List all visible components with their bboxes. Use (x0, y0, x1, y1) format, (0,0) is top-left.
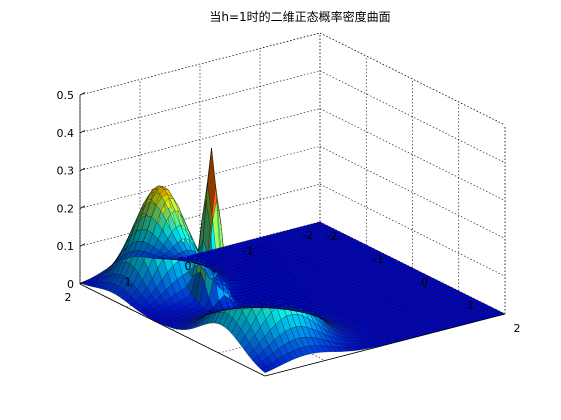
surface-patch (79, 280, 91, 285)
z-tick-label: 0.3 (57, 165, 75, 178)
y-tick-label: 2 (65, 291, 72, 304)
axes (79, 92, 506, 377)
wall-grid-line (319, 146, 506, 239)
z-tick-mark (79, 281, 86, 285)
tick-labels: 0 0.1 0.2 0.3 0.4 0.5 -2 -1 0 1 2 -2 -1 0 1 2 (57, 89, 521, 335)
y-axis-line (264, 313, 506, 377)
wall-grid-line (79, 70, 321, 134)
z-tick-mark (79, 129, 86, 134)
x-tick-label: 0 (421, 276, 428, 289)
wall-grid-line (319, 70, 506, 164)
z-tick-label: 0 (67, 278, 74, 291)
y-tick-label: 0 (185, 260, 192, 273)
box-edge (79, 32, 321, 96)
wall-grid-line (319, 183, 506, 277)
wall-grid-line (79, 146, 321, 209)
z-tick-label: 0.4 (57, 127, 75, 140)
box-edge (319, 32, 506, 126)
y-tick-label: -2 (303, 229, 314, 242)
z-tick-label: 0.1 (57, 240, 75, 253)
x-tick-label: -2 (327, 230, 338, 243)
wall-grid-line (79, 108, 321, 171)
z-tick-mark (79, 205, 86, 209)
chart-title: 当h=1时的二维正态概率密度曲面 (209, 9, 390, 24)
wall-grid-line (319, 108, 506, 201)
x-tick-label: -1 (373, 253, 384, 266)
z-tick-mark (79, 167, 86, 171)
y-tick-label: 1 (125, 276, 132, 289)
z-tick-label: 0.2 (57, 202, 75, 215)
x-tick-label: 1 (467, 299, 474, 312)
surface (79, 147, 506, 374)
x-axis-line (79, 283, 266, 377)
wall-grid-line (79, 183, 321, 247)
z-tick-mark (79, 92, 86, 96)
x-tick-label: 2 (514, 322, 521, 335)
z-tick-mark (79, 243, 86, 247)
y-tick-label: -1 (243, 245, 254, 258)
z-tick-label: 0.5 (57, 89, 75, 102)
